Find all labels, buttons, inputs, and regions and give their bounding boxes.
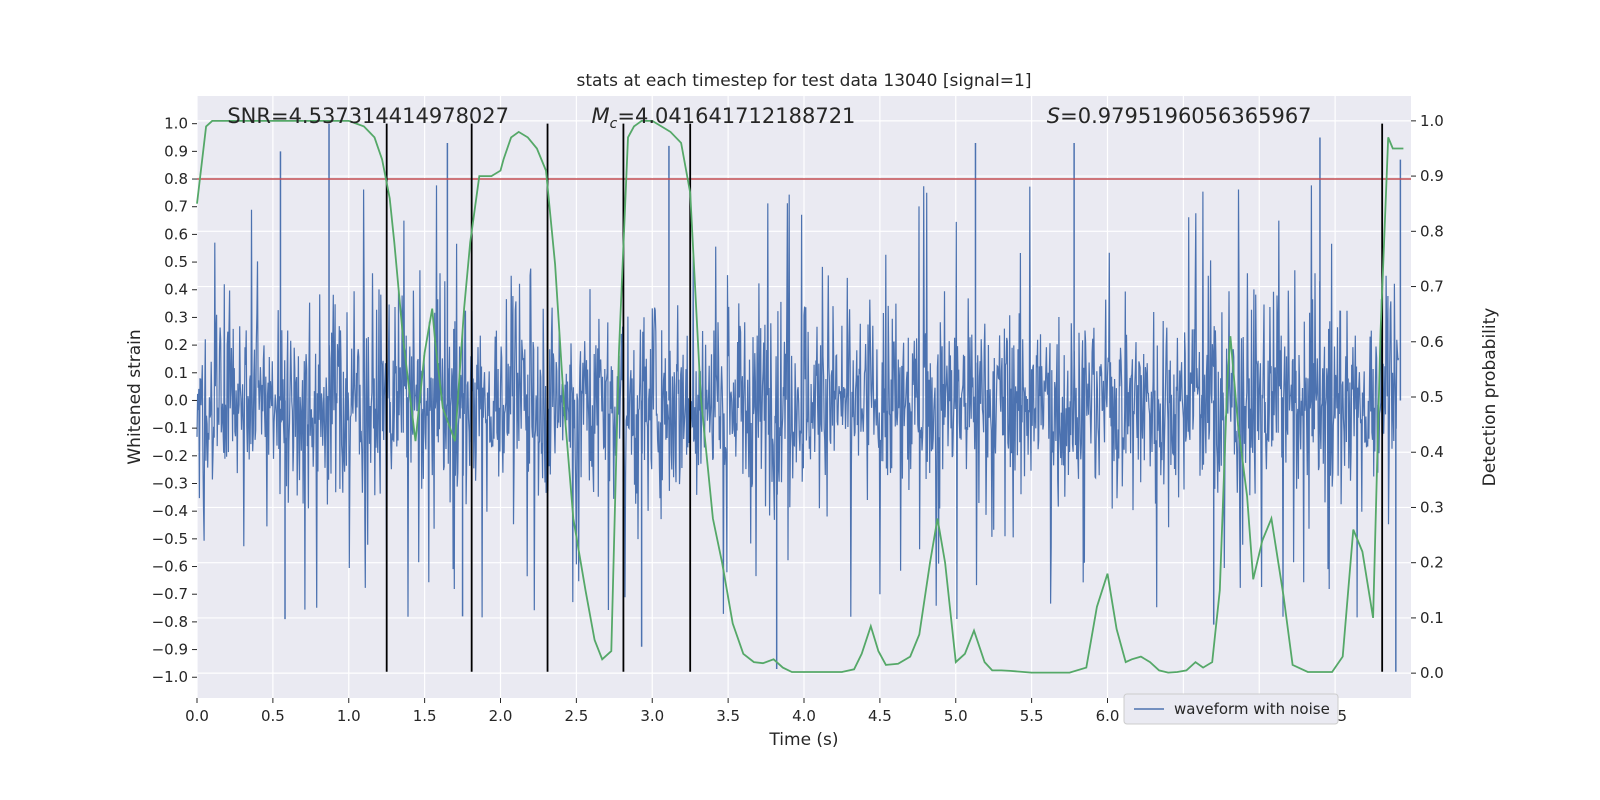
probability-line bbox=[196, 120, 1404, 674]
y-tick-label: −0.3 bbox=[152, 474, 188, 492]
x-tick-label: 6.0 bbox=[1096, 707, 1120, 725]
probability-series bbox=[196, 120, 1404, 674]
y-tick-label: 0.3 bbox=[164, 308, 188, 326]
y-tick-label: 0.1 bbox=[164, 364, 188, 382]
y2-tick-label: 0.8 bbox=[1420, 222, 1444, 240]
chirp-mass-annotation: Mc=4.041641712188721 bbox=[592, 104, 856, 132]
y2-tick-label: 1.0 bbox=[1420, 112, 1444, 130]
y2-axis-label: Detection probability bbox=[1480, 308, 1500, 487]
x-tick-label: 3.5 bbox=[716, 707, 740, 725]
y-axis-ticks: −1.0 −0.9 −0.8 −0.7 −0.6 −0.5 −0.4 −0.3 −0.2 −0.1… bbox=[152, 115, 197, 686]
y2-tick-label: 0.0 bbox=[1420, 664, 1444, 682]
x-axis-label: Time (s) bbox=[768, 730, 838, 750]
x-tick-label: 4.5 bbox=[868, 707, 892, 725]
y2-tick-label: 0.1 bbox=[1420, 609, 1444, 627]
annotations: SNR=4.537314414978027 Mc=4.0416417121887… bbox=[227, 104, 1311, 132]
x-tick-label: 5.5 bbox=[1020, 707, 1044, 725]
score-symbol: S bbox=[1047, 104, 1060, 128]
y-tick-label: −0.4 bbox=[152, 502, 188, 520]
legend-box bbox=[1123, 693, 1339, 725]
chirp-mass-value: =4.041641712188721 bbox=[617, 104, 855, 128]
y-tick-label: −0.9 bbox=[152, 641, 188, 659]
y-tick-label: −0.8 bbox=[152, 613, 188, 631]
y-tick-label: 0.5 bbox=[164, 253, 188, 271]
score-annotation: S=0.9795196056365967 bbox=[1047, 104, 1312, 128]
y-tick-label: 0.9 bbox=[164, 142, 188, 160]
y-tick-label: 0.6 bbox=[164, 225, 188, 243]
x-tick-label: 5.0 bbox=[944, 707, 968, 725]
legend: waveform with noise bbox=[1123, 693, 1339, 725]
y-tick-label: 1.0 bbox=[164, 115, 188, 133]
y2-axis-ticks: 0.0 0.1 0.2 0.3 0.4 0.5 0.6 0.7 0.8 0.9 1.0 bbox=[1411, 112, 1444, 682]
y-tick-label: −0.7 bbox=[152, 585, 188, 603]
chirp-mass-subscript: c bbox=[610, 116, 618, 132]
x-tick-label: 0.5 bbox=[261, 707, 285, 725]
chirp-mass-symbol: M bbox=[592, 104, 610, 128]
y2-tick-label: 0.5 bbox=[1420, 388, 1444, 406]
y2-tick-label: 0.4 bbox=[1420, 443, 1444, 461]
y2-tick-label: 0.6 bbox=[1420, 333, 1444, 351]
snr-annotation: SNR=4.537314414978027 bbox=[227, 104, 509, 128]
chart-title: stats at each timestep for test data 130… bbox=[577, 71, 1032, 91]
waveform-line bbox=[196, 185, 1400, 620]
x-tick-label: 2.5 bbox=[564, 707, 588, 725]
y-tick-label: 0.8 bbox=[164, 170, 188, 188]
y-tick-label: 0.0 bbox=[164, 391, 188, 409]
x-tick-label: 1.0 bbox=[337, 707, 361, 725]
x-tick-label: 2.0 bbox=[489, 707, 513, 725]
x-tick-label: 4.0 bbox=[792, 707, 816, 725]
legend-label: waveform with noise bbox=[1174, 700, 1330, 718]
y-tick-label: −0.2 bbox=[152, 447, 188, 465]
y-tick-label: −1.0 bbox=[152, 668, 188, 686]
x-tick-label: 0.0 bbox=[185, 707, 209, 725]
y2-tick-label: 0.7 bbox=[1420, 278, 1444, 296]
y-tick-label: −0.6 bbox=[152, 558, 188, 576]
waveform-series bbox=[196, 123, 1402, 672]
score-value: =0.9795196056365967 bbox=[1060, 104, 1311, 128]
y2-tick-label: 0.2 bbox=[1420, 554, 1444, 572]
x-tick-label: 3.0 bbox=[640, 707, 664, 725]
y-tick-label: −0.5 bbox=[152, 530, 188, 548]
y-tick-label: 0.7 bbox=[164, 198, 188, 216]
y-tick-label: 0.2 bbox=[164, 336, 188, 354]
y-tick-label: 0.4 bbox=[164, 281, 188, 299]
y-axis-label: Whitened strain bbox=[125, 329, 145, 464]
y-tick-label: −0.1 bbox=[152, 419, 188, 437]
y2-tick-label: 0.3 bbox=[1420, 498, 1444, 516]
x-tick-label: 1.5 bbox=[413, 707, 437, 725]
y2-tick-label: 0.9 bbox=[1420, 167, 1444, 185]
event-markers bbox=[385, 123, 1384, 672]
